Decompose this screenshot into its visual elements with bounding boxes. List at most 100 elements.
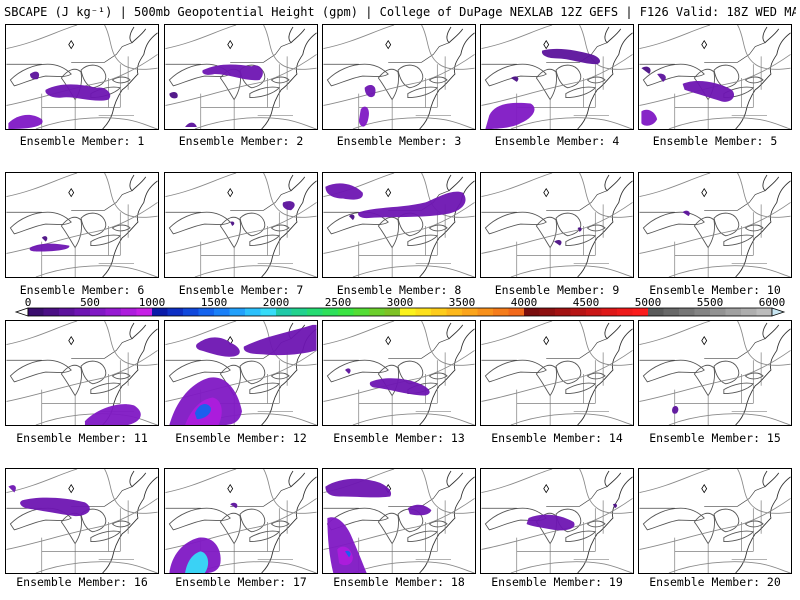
chart-title: SBCAPE (J kg⁻¹) | 500mb Geopotential Hei… bbox=[4, 5, 796, 19]
height-center-marker bbox=[543, 39, 550, 50]
cape-region bbox=[541, 48, 601, 65]
cape-region bbox=[358, 191, 466, 219]
cape-region bbox=[230, 502, 238, 509]
cape-colorbar bbox=[14, 307, 786, 317]
colorbar-bin bbox=[90, 308, 106, 316]
height-center-marker bbox=[385, 335, 392, 346]
height-center-marker bbox=[68, 483, 75, 494]
colorbar-bin bbox=[384, 308, 401, 316]
cape-region bbox=[8, 114, 43, 129]
cape-region bbox=[369, 378, 430, 396]
colorbar-bin bbox=[679, 308, 695, 316]
ensemble-member-label: Ensemble Member: 17 bbox=[175, 575, 307, 589]
colorbar-bin bbox=[694, 308, 711, 316]
height-center-marker bbox=[701, 39, 708, 50]
colorbar-bin bbox=[136, 308, 153, 316]
colorbar-bin bbox=[338, 308, 354, 316]
colorbar-bin bbox=[167, 308, 184, 316]
colorbar-bin bbox=[198, 308, 215, 316]
map-canvas bbox=[165, 173, 317, 277]
cape-region bbox=[230, 221, 235, 226]
map-canvas bbox=[639, 321, 791, 425]
colorbar-bin bbox=[415, 308, 432, 316]
ensemble-member-map bbox=[164, 468, 318, 574]
ensemble-member-label: Ensemble Member: 10 bbox=[649, 283, 781, 297]
colorbar-bin bbox=[369, 308, 385, 316]
ensemble-member-map bbox=[164, 24, 318, 130]
ensemble-member-map bbox=[638, 24, 792, 130]
map-canvas bbox=[6, 173, 158, 277]
ensemble-member-label: Ensemble Member: 8 bbox=[336, 283, 462, 297]
colorbar-tick-label: 6000 bbox=[758, 296, 786, 309]
cape-region bbox=[407, 504, 432, 516]
cape-region bbox=[485, 102, 535, 129]
ensemble-member-label: Ensemble Member: 19 bbox=[491, 575, 623, 589]
ensemble-member-map bbox=[480, 320, 634, 426]
cape-region bbox=[657, 73, 666, 82]
height-center-marker bbox=[227, 39, 234, 50]
colorbar-min-arrow bbox=[14, 307, 29, 317]
map-canvas bbox=[6, 469, 158, 573]
ensemble-member-map bbox=[164, 320, 318, 426]
ensemble-member-label: Ensemble Member: 13 bbox=[333, 431, 465, 445]
colorbar-tick-label: 1000 bbox=[138, 296, 166, 309]
cape-region bbox=[84, 404, 141, 425]
ensemble-member-map bbox=[5, 468, 159, 574]
colorbar-bin bbox=[28, 308, 44, 316]
cape-region bbox=[20, 497, 90, 517]
ensemble-member-map bbox=[322, 24, 476, 130]
map-canvas bbox=[165, 469, 317, 573]
ensemble-member-label: Ensemble Member: 20 bbox=[649, 575, 781, 589]
map-canvas bbox=[639, 469, 791, 573]
colorbar-tick-label: 5000 bbox=[634, 296, 662, 309]
colorbar-bin bbox=[632, 308, 649, 316]
colorbar-bin bbox=[601, 308, 618, 316]
cape-region bbox=[641, 109, 658, 126]
colorbar-bin bbox=[59, 308, 75, 316]
colorbar-bin bbox=[183, 308, 199, 316]
colorbar-tick-label: 5500 bbox=[696, 296, 724, 309]
colorbar-bin bbox=[276, 308, 292, 316]
cape-region bbox=[282, 201, 295, 211]
colorbar-bin bbox=[617, 308, 633, 316]
ensemble-member-label: Ensemble Member: 5 bbox=[652, 134, 778, 148]
ensemble-member-map bbox=[638, 172, 792, 278]
cape-region bbox=[30, 71, 40, 80]
ensemble-member-label: Ensemble Member: 6 bbox=[19, 283, 145, 297]
ensemble-member-label: Ensemble Member: 18 bbox=[333, 575, 465, 589]
colorbar-bin bbox=[508, 308, 525, 316]
height-center-marker bbox=[701, 335, 708, 346]
colorbar-bin bbox=[291, 308, 308, 316]
ensemble-member-map bbox=[322, 468, 476, 574]
colorbar-bin bbox=[260, 308, 277, 316]
height-center-marker bbox=[68, 187, 75, 198]
map-canvas bbox=[481, 321, 633, 425]
ensemble-member-map bbox=[480, 172, 634, 278]
cape-region bbox=[45, 84, 111, 101]
colorbar-bin bbox=[446, 308, 463, 316]
cape-region bbox=[29, 243, 70, 252]
map-canvas bbox=[165, 25, 317, 129]
cape-region bbox=[325, 478, 392, 498]
colorbar-bin bbox=[353, 308, 370, 316]
ensemble-member-map bbox=[322, 320, 476, 426]
colorbar-max-arrow bbox=[771, 307, 786, 317]
colorbar-bin bbox=[477, 308, 494, 316]
colorbar-bin bbox=[152, 308, 168, 316]
ensemble-member-map bbox=[638, 468, 792, 574]
cape-region bbox=[196, 337, 240, 357]
colorbar-bin bbox=[570, 308, 587, 316]
cape-region bbox=[169, 92, 178, 99]
ensemble-member-map bbox=[480, 24, 634, 130]
colorbar-bin bbox=[245, 308, 261, 316]
ensemble-member-label: Ensemble Member: 16 bbox=[16, 575, 148, 589]
cape-region bbox=[682, 81, 735, 102]
cape-region bbox=[358, 106, 369, 127]
map-canvas bbox=[6, 25, 158, 129]
cape-region bbox=[243, 324, 317, 356]
colorbar-tick-label: 2000 bbox=[262, 296, 290, 309]
ensemble-member-label: Ensemble Member: 2 bbox=[178, 134, 304, 148]
colorbar-bin bbox=[493, 308, 509, 316]
cape-region bbox=[526, 514, 575, 531]
cape-region bbox=[682, 210, 690, 217]
